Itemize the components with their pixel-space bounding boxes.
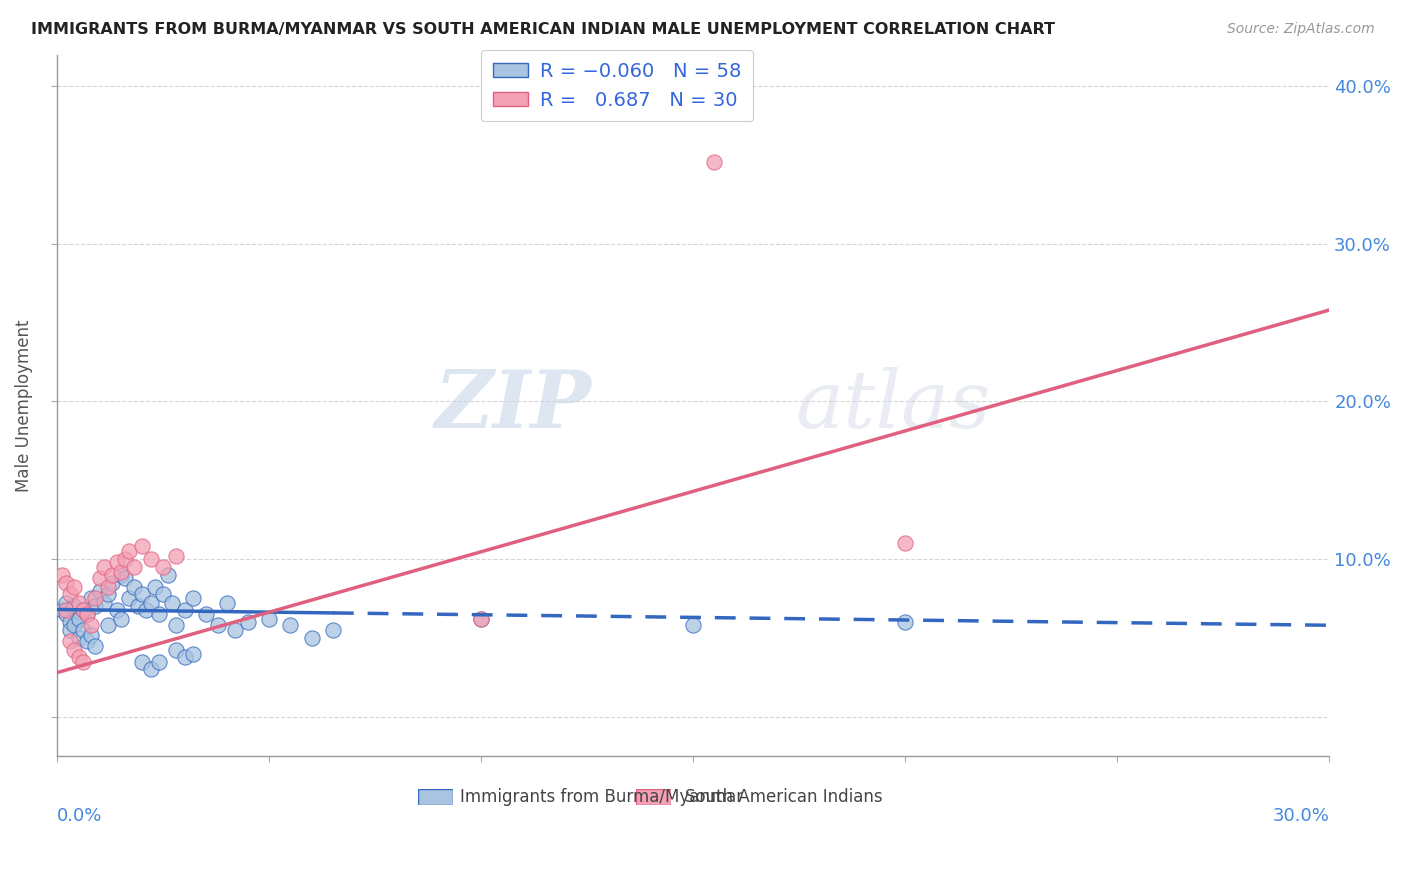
Point [89, 583, 111, 598]
Text: South American Indians: South American Indians [685, 789, 883, 806]
Point [55, 596, 77, 610]
Point [139, 662, 162, 676]
Point [236, 615, 259, 629]
Point [84, 599, 107, 614]
Point [59, 634, 82, 648]
Point [301, 631, 323, 645]
Y-axis label: Male Unemployment: Male Unemployment [15, 319, 32, 491]
Point [97, 587, 120, 601]
Point [84, 639, 107, 653]
Point [110, 612, 132, 626]
Point [114, 552, 136, 566]
Legend: R = −0.060   N = 58, R =   0.687   N = 30: R = −0.060 N = 58, R = 0.687 N = 30 [481, 50, 752, 121]
Point [165, 643, 187, 657]
Point [93, 596, 115, 610]
Point [84, 591, 107, 606]
Point [101, 567, 124, 582]
Point [63, 599, 86, 614]
Point [110, 565, 132, 579]
Point [131, 655, 153, 669]
Point [80, 628, 103, 642]
Point [72, 655, 94, 669]
Point [72, 602, 94, 616]
Point [55, 602, 77, 616]
Point [215, 596, 238, 610]
Point [72, 602, 94, 616]
Point [63, 581, 86, 595]
Point [122, 560, 145, 574]
Point [59, 623, 82, 637]
Point [118, 544, 141, 558]
Point [682, 618, 704, 632]
Point [139, 552, 162, 566]
Point [76, 607, 98, 622]
Point [131, 587, 153, 601]
Point [110, 567, 132, 582]
Point [152, 587, 174, 601]
Point [470, 612, 492, 626]
Point [470, 612, 492, 626]
Point [51, 602, 73, 616]
Point [173, 602, 195, 616]
Point [160, 596, 183, 610]
Text: Immigrants from Burma/Myanmar: Immigrants from Burma/Myanmar [460, 789, 744, 806]
Text: ZIP: ZIP [434, 367, 592, 444]
Point [63, 618, 86, 632]
Point [118, 591, 141, 606]
Point [59, 587, 82, 601]
Point [127, 599, 149, 614]
Point [122, 581, 145, 595]
Point [148, 607, 170, 622]
Text: 0.0%: 0.0% [58, 806, 103, 824]
Point [89, 571, 111, 585]
Point [114, 571, 136, 585]
Point [259, 612, 281, 626]
Point [165, 549, 187, 563]
Point [67, 596, 90, 610]
Point [173, 649, 195, 664]
Point [105, 555, 128, 569]
Point [165, 618, 187, 632]
Point [97, 618, 120, 632]
Point [63, 643, 86, 657]
Point [105, 602, 128, 616]
Text: Source: ZipAtlas.com: Source: ZipAtlas.com [1227, 22, 1375, 37]
Point [181, 647, 204, 661]
Point [80, 591, 103, 606]
Point [76, 634, 98, 648]
Text: IMMIGRANTS FROM BURMA/MYANMAR VS SOUTH AMERICAN INDIAN MALE UNEMPLOYMENT CORRELA: IMMIGRANTS FROM BURMA/MYANMAR VS SOUTH A… [31, 22, 1054, 37]
Point [207, 618, 229, 632]
Point [55, 607, 77, 622]
Point [51, 567, 73, 582]
Text: atlas: atlas [794, 367, 990, 444]
Point [67, 612, 90, 626]
Point [143, 581, 166, 595]
Point [322, 623, 344, 637]
Point [80, 618, 103, 632]
Point [135, 602, 157, 616]
Point [72, 623, 94, 637]
Point [181, 591, 204, 606]
Point [152, 560, 174, 574]
Point [67, 649, 90, 664]
Point [224, 623, 246, 637]
Point [194, 607, 217, 622]
Point [280, 618, 302, 632]
Point [101, 575, 124, 590]
Point [93, 560, 115, 574]
Point [131, 540, 153, 554]
Point [59, 615, 82, 629]
Point [139, 596, 162, 610]
Text: 30.0%: 30.0% [1272, 806, 1329, 824]
Point [148, 655, 170, 669]
Point [97, 581, 120, 595]
Point [76, 607, 98, 622]
Point [703, 154, 725, 169]
Point [67, 631, 90, 645]
Point [156, 567, 179, 582]
Point [894, 615, 917, 629]
Point [55, 575, 77, 590]
Point [894, 536, 917, 550]
